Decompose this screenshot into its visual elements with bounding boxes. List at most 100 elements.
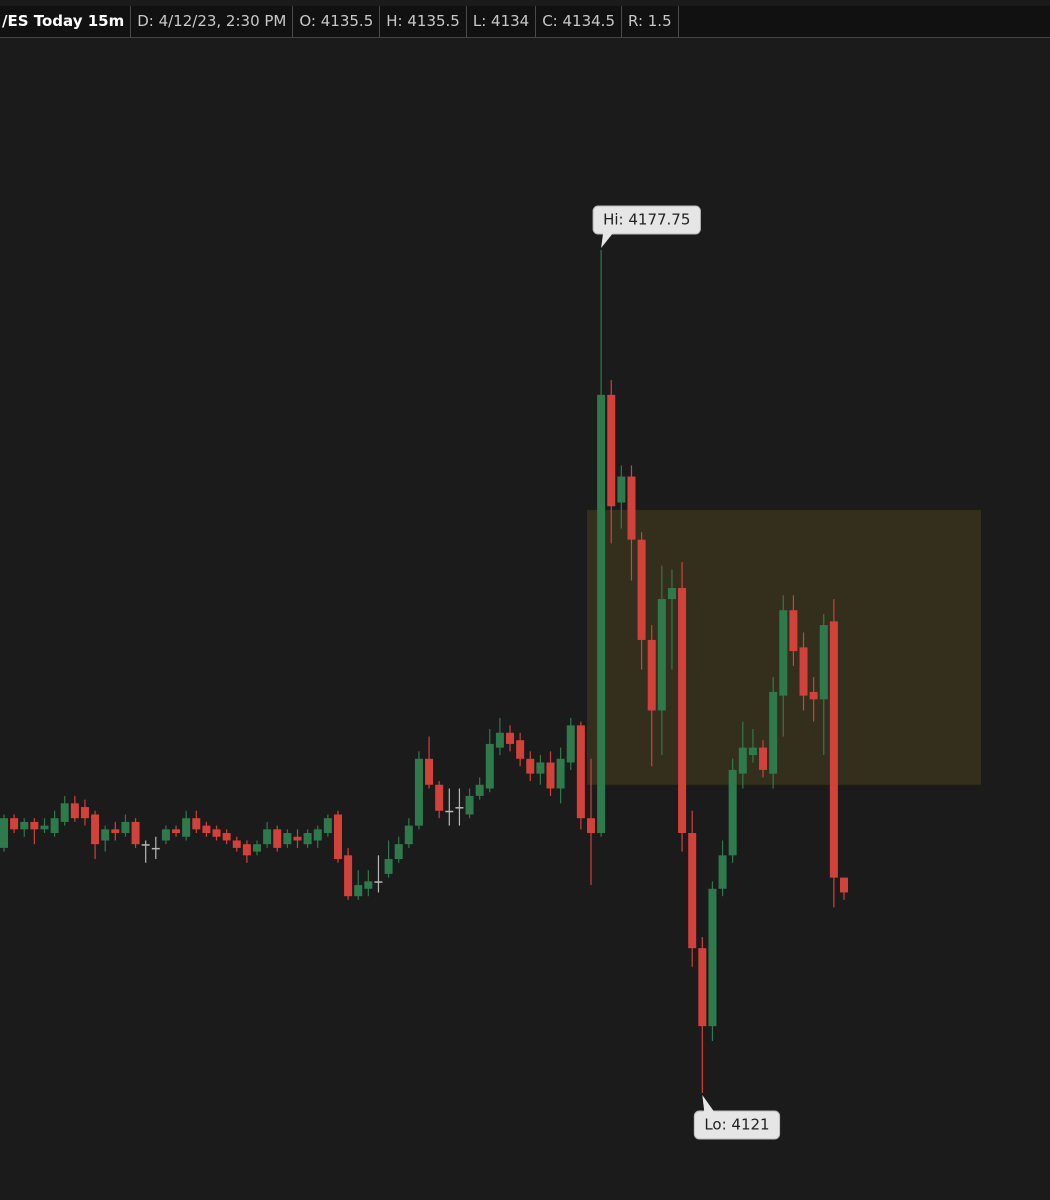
candle-body — [192, 818, 201, 830]
candle-body — [404, 825, 413, 845]
candle-body — [840, 877, 848, 893]
candle-body — [242, 844, 251, 856]
candle-body — [748, 747, 757, 756]
candle-body — [161, 829, 170, 841]
candle-body — [516, 740, 525, 759]
candle-body — [20, 821, 29, 830]
annotation-pointer — [702, 1095, 715, 1112]
candle-body — [819, 625, 828, 700]
candle-body — [728, 769, 737, 856]
candle-body — [455, 807, 464, 809]
candle-body — [394, 844, 403, 860]
candle-body — [222, 833, 231, 841]
candle-body — [637, 539, 646, 640]
candle-body — [182, 818, 191, 837]
candle-body — [253, 844, 262, 852]
candle-body — [607, 394, 616, 507]
candle-body — [688, 833, 697, 949]
candle-body — [141, 844, 150, 846]
candle-body — [799, 647, 808, 696]
candle-body — [303, 833, 312, 845]
candle-body — [414, 758, 423, 826]
candle-body — [10, 818, 19, 830]
candle-body — [60, 803, 69, 822]
candle-body — [374, 881, 383, 883]
candle-body — [121, 821, 130, 834]
candle-body — [212, 829, 221, 837]
symbol: /ES Today 15m — [0, 6, 132, 37]
candle-body — [556, 758, 565, 789]
candle-body — [70, 803, 79, 819]
header-field: L: 4134 — [467, 6, 537, 37]
header-field: H: 4135.5 — [380, 6, 467, 37]
candle-body — [485, 743, 494, 789]
candle-body — [273, 829, 282, 848]
candle-body — [769, 691, 778, 774]
candle-body — [80, 807, 89, 819]
header-bar: /ES Today 15m D: 4/12/23, 2:30 PM O: 4135… — [0, 6, 1050, 38]
candle-body — [576, 725, 585, 819]
candle-body — [131, 821, 140, 845]
candle-body — [323, 818, 332, 834]
candle-body — [536, 762, 545, 774]
candle-body — [667, 587, 676, 600]
candle-body — [506, 732, 515, 744]
candle-body — [30, 821, 39, 830]
candle-body — [313, 829, 322, 841]
candle-body — [50, 818, 59, 834]
candle-body — [40, 825, 49, 830]
annotation-box — [693, 1110, 781, 1140]
candle-body — [546, 762, 555, 789]
candle-body — [91, 814, 100, 845]
candle-body — [151, 847, 160, 850]
candle-body — [526, 758, 535, 774]
candle-body — [333, 814, 342, 860]
candle-body — [657, 599, 666, 711]
candle-body — [384, 859, 393, 874]
candle-body — [495, 732, 504, 748]
candle-body — [445, 810, 454, 813]
candle-body — [232, 840, 241, 848]
candle-body — [738, 747, 747, 774]
candle-body — [829, 621, 838, 878]
candle-body — [647, 639, 656, 711]
candle-body — [263, 829, 272, 845]
candle-body — [465, 795, 474, 815]
candle-body — [597, 394, 606, 834]
candle-body — [708, 888, 717, 1027]
candle-body — [172, 829, 181, 834]
candle-body — [809, 691, 818, 700]
candle-body — [475, 784, 484, 796]
candle-body — [566, 725, 575, 763]
candle-body — [283, 833, 292, 845]
candle-body — [354, 885, 363, 897]
candle-body — [678, 587, 687, 834]
annotation-label: Lo: 4121 — [704, 1116, 769, 1134]
candle-body — [698, 948, 707, 1027]
candle-body — [0, 818, 8, 848]
candle-body — [364, 881, 373, 889]
annotation-label: Hi: 4177.75 — [603, 211, 690, 229]
candle-body — [293, 836, 302, 841]
header-field: O: 4135.5 — [293, 6, 381, 37]
candle-body — [617, 476, 626, 503]
candle-body — [344, 855, 353, 897]
header-field: R: 1.5 — [622, 6, 679, 37]
candle-body — [759, 747, 768, 770]
candle-body — [202, 825, 211, 834]
candle-body — [111, 829, 120, 834]
candle-body — [789, 610, 798, 652]
annotation-pointer — [601, 233, 614, 248]
candle-body — [779, 610, 788, 696]
candle-body — [435, 784, 444, 811]
header-field: D: 4/12/23, 2:30 PM — [131, 6, 294, 37]
candle-body — [627, 476, 636, 540]
candle-body — [586, 818, 595, 834]
candle-body — [425, 758, 434, 785]
candle-body — [718, 855, 727, 889]
candle-body — [101, 829, 110, 841]
header-field: C: 4134.5 — [536, 6, 622, 37]
annotation-box — [592, 205, 701, 235]
